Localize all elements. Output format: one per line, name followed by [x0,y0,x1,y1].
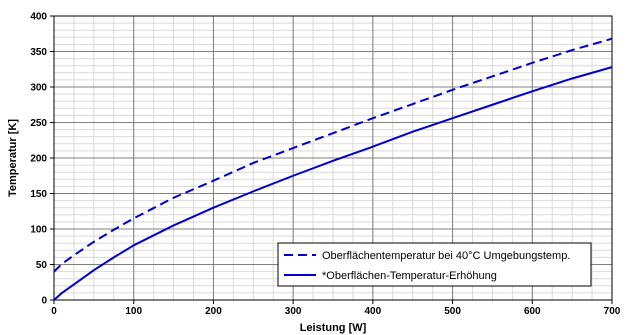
y-tick-label: 300 [30,83,47,94]
x-tick-label: 500 [444,306,461,317]
series-lines [53,37,613,301]
legend-entry-series-1: *Oberflächen-Temperatur-Erhöhung [322,270,497,282]
x-axis-label: Leistung [W] [300,322,367,334]
x-tick-label: 0 [51,306,57,317]
y-axis-ticks: 0 50 100 150 200 250 300 350 400 [30,12,54,307]
x-axis-ticks: 0 100 200 300 400 500 600 700 [51,300,621,317]
y-tick-label: 200 [30,154,47,165]
y-tick-label: 50 [36,260,48,271]
y-tick-label: 400 [30,12,47,23]
y-tick-label: 250 [30,118,47,129]
x-tick-label: 700 [604,306,621,317]
y-axis-label: Temperatur [K] [7,119,19,197]
x-tick-label: 200 [205,306,222,317]
x-tick-label: 400 [365,306,382,317]
x-tick-label: 300 [285,306,302,317]
y-tick-label: 100 [30,225,47,236]
x-tick-label: 100 [125,306,142,317]
x-tick-label: 600 [524,306,541,317]
legend-entry-series-0: Oberflächentemperatur bei 40°C Umgebungs… [322,250,570,262]
series-line-1 [53,66,613,301]
y-tick-label: 0 [41,296,47,307]
y-tick-label: 150 [30,189,47,200]
legend: Oberflächentemperatur bei 40°C Umgebungs… [277,242,592,287]
y-tick-label: 350 [30,47,47,58]
series-line-0 [53,37,613,273]
legend-box [277,242,592,287]
